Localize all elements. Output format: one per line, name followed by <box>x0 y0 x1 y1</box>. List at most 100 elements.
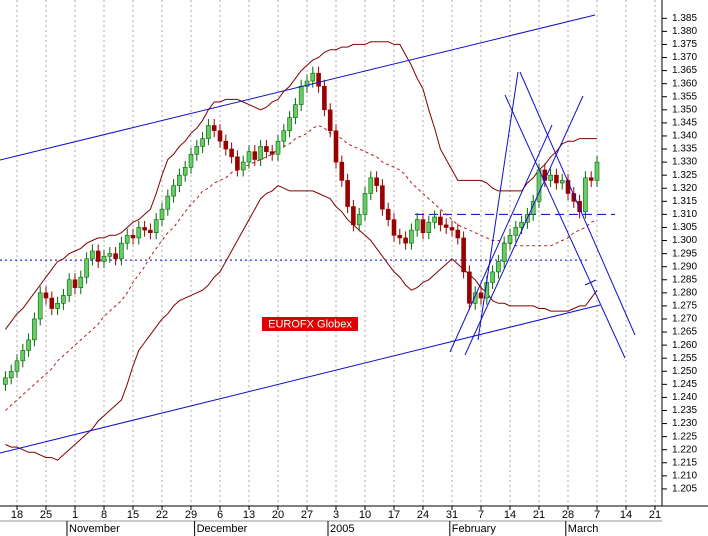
trend-line <box>519 71 636 336</box>
candle-body <box>246 151 252 163</box>
y-tick-label: 1.250 <box>672 366 697 377</box>
candle-body <box>72 279 78 288</box>
trend-line <box>464 95 584 356</box>
candle-body <box>472 292 478 304</box>
candle-body <box>333 130 339 163</box>
candle-body <box>391 219 397 236</box>
candle-body <box>90 250 95 260</box>
month-label: February <box>452 523 497 535</box>
candle-body <box>182 167 188 176</box>
x-tick-label: 31 <box>446 509 458 521</box>
candle-body <box>449 227 455 231</box>
candle-body <box>61 295 66 304</box>
trend-line <box>0 14 596 161</box>
trend-lines <box>0 14 636 454</box>
y-tick-label: 1.320 <box>672 183 697 194</box>
y-tick-label: 1.335 <box>672 144 697 155</box>
annotation-box <box>262 317 358 331</box>
grid <box>16 0 656 506</box>
y-tick-label: 1.370 <box>672 52 697 63</box>
candle-body <box>264 146 269 152</box>
axes: 1.205 1.210 1.215 1.220 1.225 1.230 1.235 1.240… <box>11 13 697 536</box>
candle-body <box>368 177 374 194</box>
candle-body <box>339 161 345 181</box>
candle-body <box>322 85 327 111</box>
y-tick-label: 1.285 <box>672 274 697 285</box>
x-tick-label: 27 <box>301 509 313 521</box>
x-tick-label: 7 <box>478 509 484 521</box>
trend-line <box>0 304 601 454</box>
x-tick-label: 7 <box>594 509 600 521</box>
candle-body <box>101 255 107 262</box>
y-tick-label: 1.220 <box>672 444 697 455</box>
candle-body <box>316 72 321 87</box>
y-tick-label: 1.380 <box>672 26 697 37</box>
y-tick-label: 1.355 <box>672 91 697 102</box>
candle-body <box>142 227 147 231</box>
candle-body <box>211 125 217 132</box>
x-tick-label: 29 <box>185 509 197 521</box>
x-tick-label: 15 <box>127 509 139 521</box>
x-tick-label: 10 <box>359 509 371 521</box>
trend-line <box>477 71 519 341</box>
x-tick-label: 13 <box>243 509 255 521</box>
band-line <box>4 41 597 330</box>
x-tick-label: 18 <box>11 509 23 521</box>
month-label: March <box>568 523 599 535</box>
x-tick-label: 1 <box>72 509 78 521</box>
candle-body <box>8 370 14 379</box>
candle-body <box>148 229 153 233</box>
candle-body <box>438 216 443 226</box>
month-label: 2005 <box>330 523 354 535</box>
y-tick-label: 1.330 <box>672 157 697 168</box>
y-tick-label: 1.270 <box>672 314 697 325</box>
candle-body <box>43 292 49 299</box>
candle-body <box>252 151 258 160</box>
y-tick-label: 1.205 <box>672 484 697 495</box>
candle-body <box>432 216 437 223</box>
x-tick-label: 21 <box>533 509 545 521</box>
candle-body <box>95 250 101 262</box>
candle-body <box>177 174 182 186</box>
candle-body <box>594 161 600 181</box>
candle-body <box>14 360 20 372</box>
y-tick-label: 1.265 <box>672 327 697 338</box>
candle-body <box>362 193 368 215</box>
annotation: EUROFX Globex <box>268 318 352 330</box>
candle-body <box>119 242 124 260</box>
y-tick-label: 1.385 <box>672 13 697 24</box>
candle-body <box>554 174 559 184</box>
candle-body <box>559 180 565 184</box>
candle-body <box>269 151 275 155</box>
candle-body <box>356 214 362 226</box>
candle-body <box>55 302 60 309</box>
x-tick-label: 17 <box>388 509 400 521</box>
x-tick-label: 22 <box>156 509 168 521</box>
y-tick-label: 1.295 <box>672 248 697 259</box>
candle-body <box>275 140 281 155</box>
candle-body <box>351 206 356 226</box>
candle-body <box>293 104 298 118</box>
candle-body <box>490 271 495 283</box>
y-tick-label: 1.305 <box>672 222 697 233</box>
candle-body <box>78 276 84 288</box>
candle-body <box>414 219 420 231</box>
y-tick-label: 1.365 <box>672 65 697 76</box>
candle-body <box>223 140 229 150</box>
y-tick-label: 1.300 <box>672 235 697 246</box>
y-tick-label: 1.375 <box>672 39 697 50</box>
candle-body <box>501 242 507 262</box>
candle-body <box>385 208 391 220</box>
candle-body <box>577 201 582 213</box>
month-label: November <box>69 523 120 535</box>
candle-body <box>37 292 43 320</box>
candle-body <box>513 227 519 236</box>
candle-body <box>124 235 130 244</box>
candle-body <box>130 235 136 239</box>
candle-body <box>455 229 461 239</box>
y-tick-label: 1.215 <box>672 457 697 468</box>
candle-body <box>258 146 263 160</box>
candle-body <box>171 185 176 197</box>
candle-body <box>26 339 31 351</box>
